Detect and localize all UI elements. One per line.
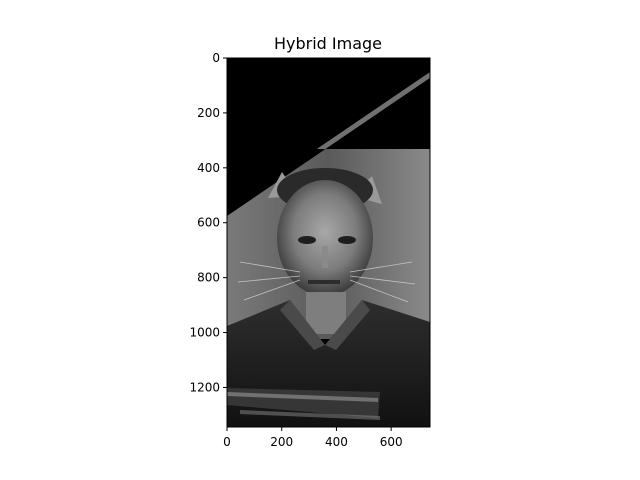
y-tick-label: 600 <box>197 216 220 230</box>
axes-frame <box>226 57 431 428</box>
y-tick-label: 0 <box>212 51 220 65</box>
x-tick-label: 400 <box>325 435 348 449</box>
y-axis-ticks: 0 200 400 600 800 1000 1200 <box>189 51 227 394</box>
x-tick-label: 0 <box>223 435 231 449</box>
y-tick-label: 1000 <box>189 326 220 340</box>
y-tick-label: 800 <box>197 271 220 285</box>
y-tick-label: 1200 <box>189 380 220 394</box>
y-tick-label: 400 <box>197 161 220 175</box>
x-axis-ticks: 0 200 400 600 <box>223 427 403 449</box>
chart-title: Hybrid Image <box>274 34 382 53</box>
x-tick-label: 200 <box>270 435 293 449</box>
hybrid-image <box>227 58 430 427</box>
y-tick-label: 200 <box>197 106 220 120</box>
x-tick-label: 600 <box>380 435 403 449</box>
